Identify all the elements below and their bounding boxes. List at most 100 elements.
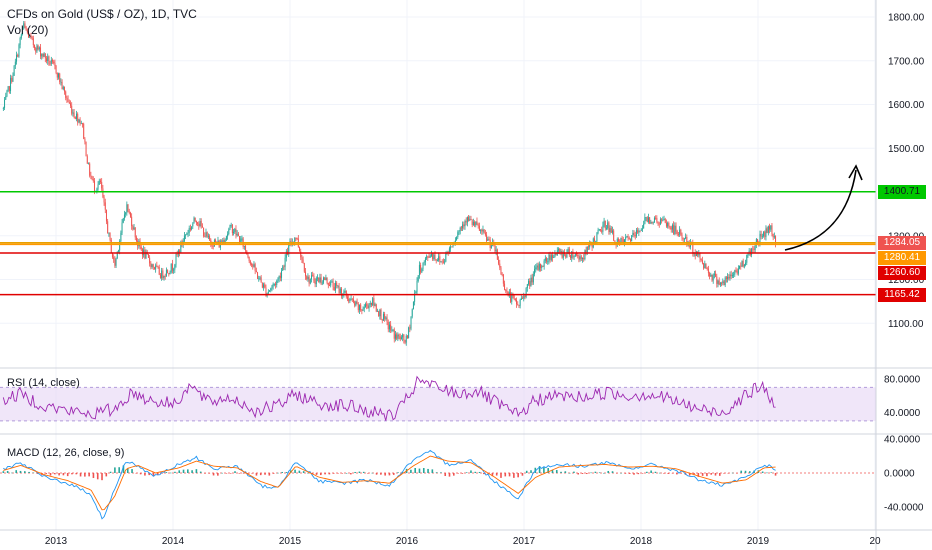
macd-histogram-bar: [418, 468, 421, 473]
candle-body: [188, 228, 190, 233]
candle-body: [598, 229, 600, 231]
candle-body: [445, 252, 447, 262]
forecast-arrow[interactable]: [784, 169, 857, 251]
macd-histogram-bar: [380, 473, 382, 475]
candle-body: [197, 222, 199, 224]
candle-body: [173, 269, 175, 271]
candle-body: [198, 223, 200, 226]
candle-body: [715, 273, 717, 277]
candle-body: [400, 337, 402, 340]
candle-body: [753, 249, 755, 250]
candle-body: [559, 249, 561, 253]
candle-body: [378, 311, 380, 317]
candle-body: [278, 275, 280, 279]
symbol-title[interactable]: CFDs on Gold (US$ / OZ), 1D, TVC: [7, 7, 197, 21]
macd-tick-label: -40.0000: [884, 503, 924, 514]
candle-body: [147, 254, 149, 258]
candle-body: [104, 202, 106, 210]
candle-body: [315, 278, 317, 285]
candle-body: [465, 221, 467, 223]
macd-histogram-bar: [161, 473, 163, 474]
time-tick-label: 2014: [162, 536, 185, 547]
price-tick-label: 1200.00: [888, 275, 925, 286]
candle-body: [538, 263, 540, 270]
candle-body: [345, 291, 347, 297]
macd-histogram-bar: [45, 473, 48, 474]
rsi-pane[interactable]: [0, 375, 876, 422]
price-pane[interactable]: [2, 21, 777, 346]
macd-histogram-bar: [75, 473, 78, 475]
macd-histogram-bar: [701, 473, 704, 476]
candle-body: [454, 240, 456, 243]
candle-body: [579, 256, 581, 260]
price-label-pill: 1165.42: [878, 287, 926, 302]
candle-body: [481, 229, 483, 232]
candle-body: [30, 35, 32, 37]
candle-body: [490, 245, 492, 248]
candle-body: [140, 246, 142, 250]
candle-body: [607, 222, 609, 229]
candle-body: [663, 218, 665, 220]
candle-body: [273, 283, 275, 285]
macd-histogram-bar: [500, 473, 502, 478]
candle-body: [463, 224, 465, 227]
macd-histogram-bar: [654, 471, 657, 473]
candle-body: [773, 236, 775, 238]
candle-body: [96, 188, 98, 192]
candle-body: [613, 230, 615, 241]
macd-histogram-bar: [414, 468, 416, 473]
candle-body: [436, 260, 438, 262]
macd-histogram-bar: [24, 471, 26, 473]
candle-body: [585, 250, 587, 253]
candle-body: [203, 227, 205, 237]
candle-body: [324, 277, 326, 281]
macd-histogram-bar: [307, 472, 309, 474]
macd-histogram-bar: [320, 473, 322, 476]
candle-body: [621, 238, 623, 240]
macd-tick-label: 0.0000: [884, 469, 915, 480]
macd-histogram-bar: [718, 473, 721, 476]
candle-body: [392, 329, 394, 331]
macd-histogram-bar: [560, 471, 562, 473]
candle-body: [337, 285, 339, 287]
macd-histogram-bar: [212, 473, 215, 476]
macd-pane[interactable]: [0, 449, 876, 520]
macd-histogram-bar: [19, 470, 22, 473]
price-tick-label: 1800.00: [888, 13, 925, 24]
candle-body: [572, 251, 574, 257]
macd-histogram-bar: [114, 467, 116, 473]
candle-body: [398, 334, 400, 337]
candle-body: [573, 256, 575, 258]
macd-histogram-bar: [62, 473, 65, 476]
macd-histogram-bar: [375, 473, 378, 475]
candle-body: [435, 259, 437, 261]
volume-label[interactable]: Vol (20): [7, 23, 49, 37]
candle-body: [631, 235, 633, 242]
candle-body: [408, 327, 410, 339]
candle-body: [480, 229, 482, 231]
time-tick-label: 2015: [279, 536, 302, 547]
candle-body: [670, 227, 672, 230]
macd-label[interactable]: MACD (12, 26, close, 9): [7, 447, 125, 459]
candle-body: [331, 281, 333, 283]
candle-body: [711, 274, 713, 281]
candle-body: [65, 91, 67, 98]
candle-body: [603, 220, 605, 226]
candle-body: [429, 255, 431, 258]
candle-body: [406, 335, 408, 339]
candle-body: [671, 225, 673, 230]
candle-body: [42, 53, 44, 57]
candle-body: [302, 259, 304, 264]
candle-body: [403, 334, 405, 340]
candle-body: [319, 277, 321, 282]
candle-body: [595, 241, 597, 243]
candle-body: [482, 229, 484, 232]
candle-body: [366, 304, 368, 306]
macd-histogram-bar: [204, 473, 206, 474]
candle-body: [284, 257, 286, 267]
rsi-label[interactable]: RSI (14, close): [7, 377, 80, 389]
candle-body: [766, 228, 768, 233]
horizontal-levels[interactable]: [0, 190, 876, 296]
macd-histogram-bar: [11, 472, 13, 474]
